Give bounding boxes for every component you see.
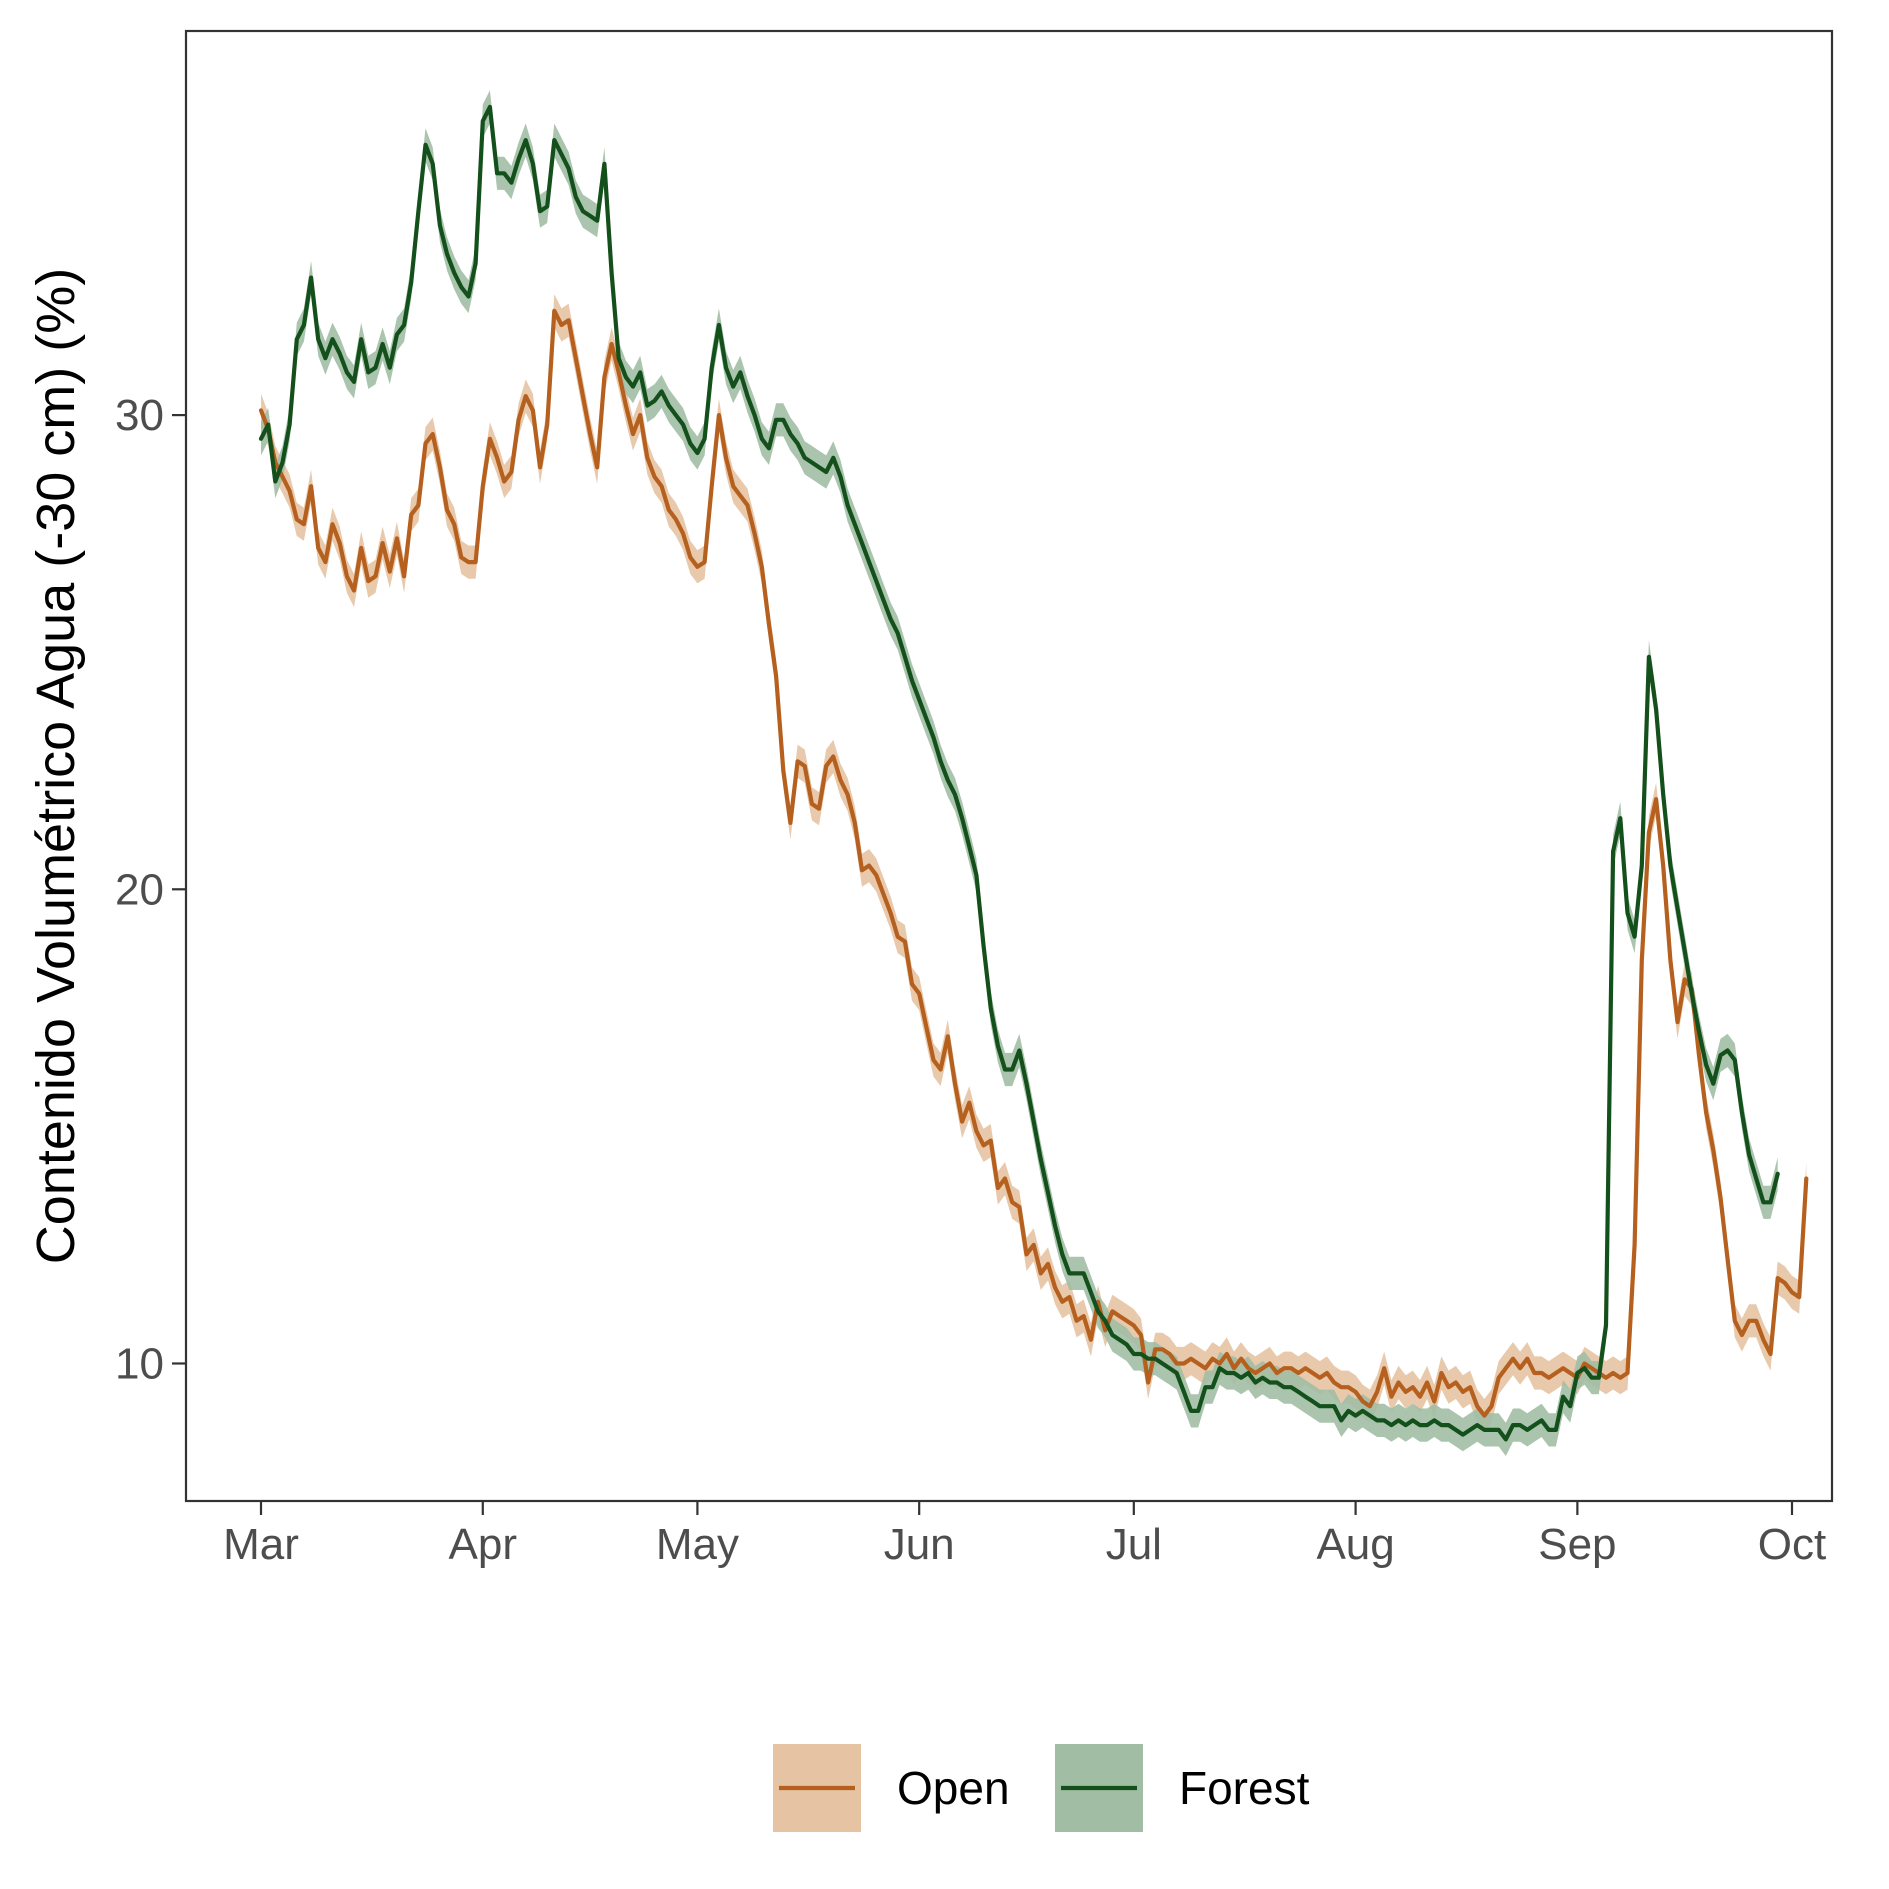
y-tick-label: 30 <box>115 391 164 440</box>
y-axis: 10 20 30 <box>115 391 186 1388</box>
legend-item-open: Open <box>773 1744 1010 1832</box>
x-tick-label: Mar <box>223 1520 299 1569</box>
x-tick-label: Aug <box>1316 1520 1394 1569</box>
x-tick-label: May <box>656 1520 739 1569</box>
x-tick-label: Apr <box>449 1520 517 1569</box>
x-axis: Mar Apr May Jun Jul Aug Sep Oct <box>223 1501 1826 1569</box>
y-tick-label: 20 <box>115 865 164 914</box>
series-line-forest <box>258 104 1780 1442</box>
x-tick-label: Jul <box>1106 1520 1162 1569</box>
series-line-open <box>258 308 1809 1418</box>
legend: Open Forest <box>773 1744 1310 1832</box>
plot-background <box>186 31 1832 1501</box>
y-axis-title: Contenido Volumétrico Agua (-30 cm) (%) <box>26 268 86 1264</box>
legend-label: Forest <box>1179 1762 1310 1814</box>
x-tick-label: Jun <box>884 1520 955 1569</box>
x-tick-label: Sep <box>1538 1520 1616 1569</box>
legend-label: Open <box>897 1762 1010 1814</box>
legend-item-forest: Forest <box>1055 1744 1310 1832</box>
x-tick-label: Oct <box>1758 1520 1826 1569</box>
y-tick-label: 10 <box>115 1339 164 1388</box>
plot-border <box>184 29 1834 1503</box>
series-lines <box>258 104 1809 1442</box>
